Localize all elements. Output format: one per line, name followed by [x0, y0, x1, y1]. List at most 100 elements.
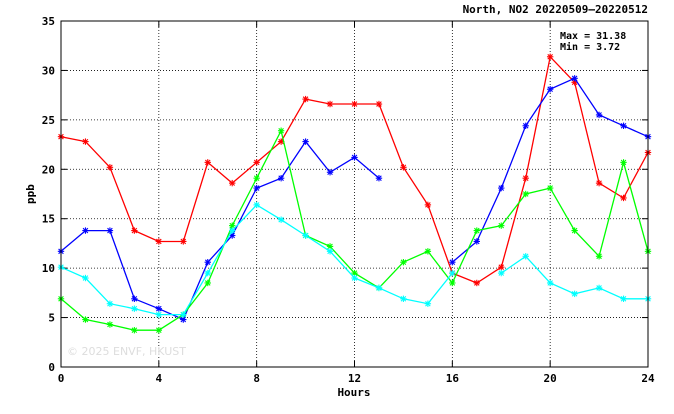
- data-point: [571, 75, 578, 82]
- y-axis-label: ppb: [24, 184, 37, 204]
- data-point: [571, 290, 578, 298]
- grid-lines: [61, 21, 648, 367]
- data-point: [498, 269, 505, 277]
- data-point: [277, 216, 285, 223]
- data-point: [302, 138, 309, 145]
- data-point: [546, 53, 554, 60]
- y-tick-label: 30: [42, 64, 55, 77]
- data-point: [522, 253, 529, 260]
- data-point: [498, 184, 505, 192]
- data-point: [302, 95, 309, 103]
- data-point: [326, 169, 334, 176]
- x-tick-label: 12: [348, 372, 361, 385]
- data-point: [204, 279, 211, 287]
- series-4: [57, 201, 652, 318]
- y-tick-label: 5: [48, 312, 55, 325]
- data-point: [180, 311, 187, 318]
- x-tick-labels: 0 4 8 12 16 20 24: [58, 372, 655, 385]
- y-tick-labels: 0 5 10 15 20 25 30 35: [42, 15, 55, 374]
- data-point: [522, 174, 529, 182]
- x-tick-label: 4: [156, 372, 163, 385]
- y-tick-label: 25: [42, 114, 55, 127]
- data-point: [449, 279, 456, 287]
- x-tick-label: 8: [253, 372, 260, 385]
- data-point: [106, 300, 114, 307]
- x-tick-label: 16: [446, 372, 460, 385]
- series-1: [57, 53, 652, 287]
- y-tick-label: 10: [42, 262, 55, 275]
- data-point: [204, 269, 211, 277]
- data-point: [204, 259, 211, 266]
- plot-frame: [60, 20, 649, 368]
- series-layer: [57, 53, 652, 334]
- data-point: [424, 201, 432, 209]
- y-tick-label: 20: [42, 163, 55, 176]
- data-point: [375, 284, 383, 292]
- data-point: [326, 100, 334, 108]
- data-point: [498, 263, 505, 271]
- data-point: [620, 295, 627, 302]
- data-point: [595, 111, 603, 119]
- data-point: [82, 274, 89, 282]
- data-point: [424, 248, 432, 255]
- data-point: [595, 284, 603, 292]
- data-point: [522, 190, 529, 198]
- data-point: [449, 269, 456, 277]
- data-point: [131, 305, 138, 312]
- series-line: [60, 140, 380, 321]
- data-point: [571, 227, 578, 234]
- y-tick-label: 0: [48, 361, 55, 374]
- y-tick-label: 15: [42, 213, 55, 226]
- data-point: [375, 100, 383, 108]
- data-point: [546, 184, 554, 192]
- data-point: [155, 327, 163, 334]
- data-point: [277, 174, 285, 182]
- data-point: [326, 248, 334, 255]
- data-point: [620, 159, 627, 166]
- data-point: [473, 227, 480, 234]
- data-point: [375, 174, 383, 182]
- data-point: [106, 227, 114, 234]
- data-point: [180, 238, 187, 245]
- data-point: [82, 138, 89, 145]
- data-point: [498, 222, 505, 229]
- data-point: [351, 274, 358, 282]
- data-point: [351, 100, 358, 108]
- data-point: [155, 238, 163, 245]
- data-point: [522, 122, 529, 129]
- data-point: [155, 311, 163, 318]
- data-point: [253, 174, 260, 182]
- data-point: [253, 159, 260, 166]
- data-point: [302, 232, 309, 239]
- data-point: [253, 184, 260, 192]
- watermark: © 2025 ENVF, HKUST: [67, 345, 186, 358]
- data-point: [351, 269, 358, 277]
- data-point: [449, 259, 456, 266]
- data-point: [131, 227, 138, 234]
- data-point: [106, 164, 114, 171]
- data-point: [155, 305, 163, 312]
- data-point: [400, 259, 407, 266]
- data-point: [131, 295, 138, 302]
- data-point: [546, 86, 554, 93]
- min-label: Min = 3.72: [560, 41, 620, 53]
- y-tick-label: 35: [42, 15, 55, 28]
- data-point: [400, 295, 407, 302]
- data-point: [131, 327, 138, 334]
- data-point: [595, 253, 603, 260]
- data-point: [277, 127, 285, 134]
- data-point: [595, 179, 603, 187]
- data-point: [204, 159, 211, 166]
- data-point: [620, 122, 627, 129]
- data-point: [473, 238, 480, 245]
- data-point: [253, 201, 260, 209]
- data-point: [351, 154, 358, 161]
- chart-title: North, NO2 20220509–20220512: [463, 3, 648, 16]
- data-point: [620, 194, 627, 202]
- max-label: Max = 31.38: [560, 31, 626, 42]
- x-tick-label: 0: [58, 372, 65, 385]
- data-point: [400, 164, 407, 171]
- data-point: [229, 179, 236, 187]
- data-point: [473, 279, 480, 287]
